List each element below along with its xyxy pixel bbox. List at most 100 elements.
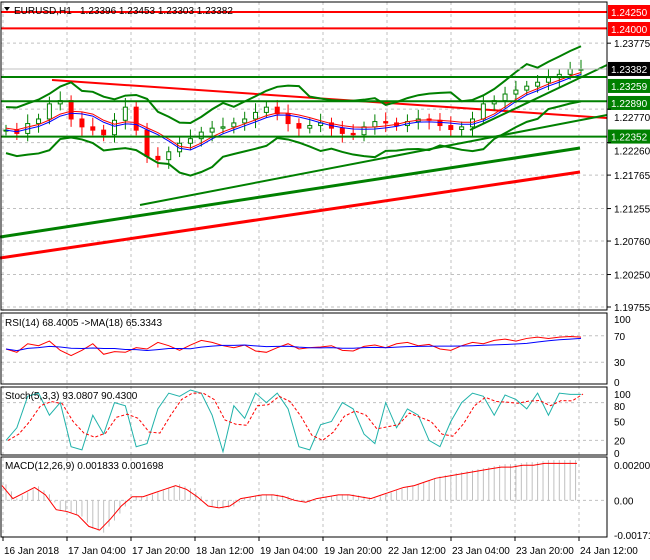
rsi-ma-line	[5, 337, 582, 352]
macd-scale-label: 0.002007	[614, 461, 650, 472]
candle[interactable]	[470, 118, 476, 128]
candle[interactable]	[307, 125, 313, 129]
price-level-tag	[608, 22, 650, 36]
candle[interactable]	[274, 106, 280, 115]
candle[interactable]	[480, 103, 486, 120]
candle[interactable]	[155, 155, 161, 161]
candle[interactable]	[448, 125, 454, 130]
trend-line[interactable]	[469, 64, 608, 131]
price-tick-label: 1.22770	[614, 113, 650, 124]
stoch-k-line	[5, 389, 581, 454]
time-label: 19 Jan 20:00	[324, 546, 382, 557]
candle[interactable]	[122, 106, 128, 121]
candle[interactable]	[111, 119, 117, 136]
candle[interactable]	[361, 126, 367, 136]
panel-frames	[0, 1, 608, 538]
rsi-scale-label: 100	[614, 315, 631, 326]
price-tick-label: 1.21255	[614, 205, 650, 216]
candle[interactable]	[296, 123, 302, 129]
candle[interactable]	[383, 121, 389, 124]
candle[interactable]	[144, 129, 150, 157]
candle[interactable]	[285, 113, 291, 125]
trend-line[interactable]	[139, 114, 608, 206]
candle[interactable]	[209, 127, 215, 133]
candle[interactable]	[372, 121, 378, 128]
time-axis: 16 Jan 2018 17 Jan 04:00 17 Jan 20:00 18 Ja…	[2, 537, 638, 557]
price-level-tag	[608, 78, 650, 93]
candle[interactable]	[133, 106, 139, 131]
ohlc-label: 1.23396 1.23453 1.23303 1.23382	[80, 6, 233, 17]
stoch-scale-label: 20	[614, 436, 626, 447]
stoch-scale-label: 0	[614, 449, 620, 460]
candle[interactable]	[567, 68, 573, 75]
moving-average-red	[5, 72, 582, 149]
time-label: 23 Jan 20:00	[516, 546, 574, 557]
stoch-d-line	[7, 392, 584, 441]
main-price-chart[interactable]	[0, 11, 608, 260]
candle[interactable]	[101, 129, 107, 136]
candle[interactable]	[545, 77, 551, 83]
candle[interactable]	[220, 126, 226, 129]
candle[interactable]	[177, 142, 183, 153]
dropdown-triangle-icon[interactable]	[4, 7, 10, 11]
price-axis: 1.24250 1.24000 1.23259 1.22890 1.22352 1.233…	[607, 5, 650, 542]
chart-header: EURUSD,H1 1.23396 1.23453 1.23303 1.2338…	[4, 6, 233, 17]
candle[interactable]	[166, 151, 172, 161]
price-tick-label: 1.22260	[614, 147, 650, 158]
candle[interactable]	[68, 100, 74, 120]
bollinger-lower	[5, 100, 582, 177]
trend-line[interactable]	[0, 170, 581, 260]
panel-frame	[0, 456, 608, 538]
time-label: 18 Jan 12:00	[196, 546, 254, 557]
price-level-tag	[608, 5, 650, 19]
candle[interactable]	[90, 126, 96, 131]
current-price-tag	[608, 61, 650, 76]
indicator-panels[interactable]	[1, 335, 584, 533]
bollinger-upper	[5, 45, 582, 125]
macd-scale-label: 0.00	[614, 496, 634, 507]
macd-label: MACD(12,26,9) 0.001833 0.001698	[5, 461, 164, 472]
candle[interactable]	[350, 132, 356, 136]
candle[interactable]	[502, 93, 508, 102]
candle[interactable]	[231, 122, 237, 128]
candle[interactable]	[253, 111, 259, 120]
symbol-label: EURUSD,H1	[14, 6, 72, 17]
candle[interactable]	[535, 81, 541, 87]
price-level-tag	[608, 95, 650, 110]
price-level-label: 1.22890	[611, 99, 648, 110]
stoch-scale-label: 100	[614, 390, 631, 401]
time-label: 17 Jan 20:00	[132, 546, 190, 557]
price-level-label: 1.24000	[611, 25, 648, 36]
candle[interactable]	[36, 118, 42, 125]
time-label: 19 Jan 04:00	[260, 546, 318, 557]
price-level-tag	[608, 129, 650, 144]
candle[interactable]	[263, 106, 269, 113]
candle[interactable]	[198, 131, 204, 140]
price-level-label: 1.24250	[611, 8, 648, 19]
candle[interactable]	[79, 118, 85, 128]
stoch-scale-label: 80	[614, 402, 626, 413]
price-tick-label: 1.19755	[614, 303, 650, 314]
price-tick-label: 1.20760	[614, 237, 650, 248]
candle[interactable]	[339, 127, 345, 134]
rsi-line	[5, 335, 582, 357]
trend-line[interactable]	[0, 146, 581, 239]
grid	[1, 2, 607, 537]
rsi-scale-label: 0	[614, 378, 620, 389]
candle[interactable]	[187, 138, 193, 144]
price-level-label: 1.22352	[611, 133, 648, 144]
time-label: 23 Jan 04:00	[452, 546, 510, 557]
candle[interactable]	[524, 85, 530, 91]
candle[interactable]	[46, 103, 52, 120]
price-tick-label: 1.23775	[614, 39, 650, 50]
time-label: 17 Jan 04:00	[68, 546, 126, 557]
candle[interactable]	[513, 89, 519, 95]
panel-frame	[0, 312, 608, 385]
candle[interactable]	[242, 118, 248, 124]
candle[interactable]	[459, 126, 465, 130]
price-tick-label: 1.20250	[614, 271, 650, 282]
time-label: 16 Jan 2018	[4, 546, 59, 557]
